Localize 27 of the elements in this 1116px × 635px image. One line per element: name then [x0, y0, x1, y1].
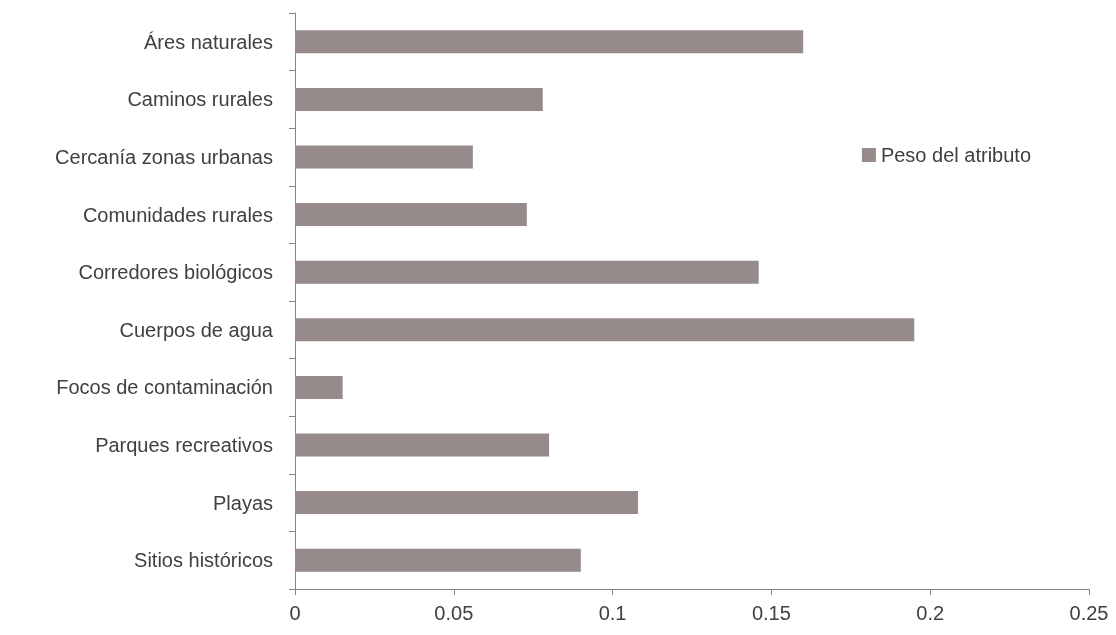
y-tick-label: Parques recreativos: [95, 434, 273, 456]
x-tick-label: 0.1: [598, 602, 627, 624]
bar: [295, 87, 543, 111]
legend-label: Peso del atributo: [880, 144, 1032, 166]
x-tick-label: 0: [289, 602, 301, 624]
bar: [295, 318, 915, 342]
bar: [295, 491, 639, 515]
x-tick-label: 0.2: [916, 602, 945, 624]
bar: [295, 375, 343, 399]
y-tick-label: Áres naturales: [144, 30, 273, 53]
y-tick-label: Focos de contaminación: [56, 376, 273, 399]
y-tick-label: Playas: [212, 491, 273, 514]
x-tick-label: 0.05: [434, 602, 474, 624]
bar: [295, 260, 759, 284]
bar: [295, 548, 581, 572]
bar: [295, 145, 473, 169]
y-tick-label: Cuerpos de agua: [119, 318, 274, 341]
bar: [295, 30, 804, 54]
x-tick-label: 0.15: [751, 602, 791, 624]
bar: [295, 433, 550, 457]
y-tick-label: Corredores biológicos: [78, 261, 273, 284]
bar: [295, 203, 527, 227]
y-tick-label: Caminos rurales: [127, 88, 273, 111]
y-tick-label: Cercanía zonas urbanas: [55, 146, 273, 168]
y-tick-label: Sitios históricos: [134, 549, 273, 572]
y-tick-label: Comunidades rurales: [82, 203, 273, 226]
x-tick-label: 0.25: [1069, 602, 1109, 624]
